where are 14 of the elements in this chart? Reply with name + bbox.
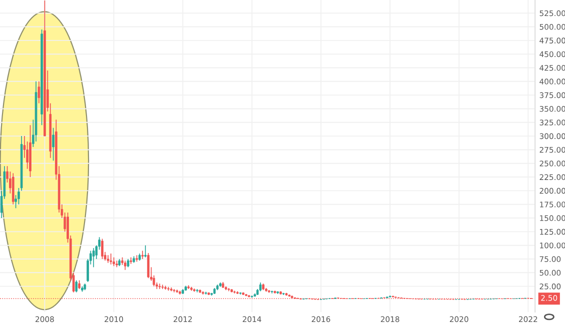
candlestick	[158, 283, 161, 290]
candlestick	[38, 80, 40, 104]
candlestick	[92, 248, 95, 268]
candlestick	[110, 253, 112, 265]
candlestick	[130, 256, 132, 264]
candlestick	[147, 252, 150, 279]
candlestick	[52, 127, 54, 162]
candlestick	[161, 284, 164, 290]
candlestick	[124, 260, 126, 270]
candlestick	[101, 238, 104, 260]
candlestick	[144, 244, 147, 258]
candlestick	[75, 280, 78, 293]
candlestick	[141, 250, 144, 260]
candlestick	[172, 288, 176, 293]
